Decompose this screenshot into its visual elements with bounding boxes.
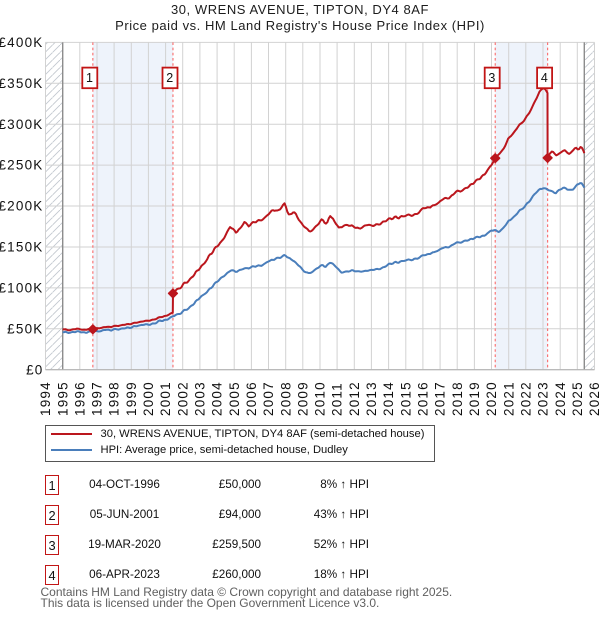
svg-text:£50K: £50K xyxy=(7,321,43,336)
svg-text:2004: 2004 xyxy=(210,381,225,416)
svg-text:2000: 2000 xyxy=(141,381,156,416)
svg-text:1998: 1998 xyxy=(107,381,122,416)
svg-text:2006: 2006 xyxy=(244,381,259,416)
svg-text:£350K: £350K xyxy=(0,76,44,91)
svg-text:2015: 2015 xyxy=(398,381,413,416)
svg-text:3: 3 xyxy=(488,71,495,85)
svg-text:2026: 2026 xyxy=(587,381,600,416)
svg-text:2009: 2009 xyxy=(295,381,310,416)
svg-text:2010: 2010 xyxy=(313,381,328,416)
svg-text:2019: 2019 xyxy=(467,381,482,416)
svg-text:2016: 2016 xyxy=(416,381,431,416)
svg-text:2: 2 xyxy=(166,71,173,85)
svg-text:2011: 2011 xyxy=(330,382,345,416)
svg-text:1997: 1997 xyxy=(90,381,105,416)
svg-text:1996: 1996 xyxy=(72,381,87,416)
svg-text:2022: 2022 xyxy=(518,381,533,416)
svg-text:2013: 2013 xyxy=(364,381,379,416)
svg-text:2002: 2002 xyxy=(175,381,190,416)
svg-text:1994: 1994 xyxy=(38,381,53,416)
svg-text:2001: 2001 xyxy=(158,381,173,416)
svg-text:2005: 2005 xyxy=(227,381,242,416)
svg-text:£200K: £200K xyxy=(0,199,44,214)
svg-text:2017: 2017 xyxy=(433,381,448,416)
svg-text:4: 4 xyxy=(541,71,548,85)
svg-text:2023: 2023 xyxy=(536,381,551,416)
svg-text:2021: 2021 xyxy=(501,381,516,416)
svg-text:2024: 2024 xyxy=(553,381,568,416)
svg-text:£100K: £100K xyxy=(0,281,44,296)
svg-text:2003: 2003 xyxy=(193,381,208,416)
svg-text:1999: 1999 xyxy=(124,381,139,416)
svg-text:2025: 2025 xyxy=(570,381,585,416)
svg-text:2007: 2007 xyxy=(261,381,276,416)
svg-text:£0: £0 xyxy=(26,362,43,377)
svg-text:1995: 1995 xyxy=(55,381,70,416)
svg-text:2014: 2014 xyxy=(381,381,396,416)
svg-text:£250K: £250K xyxy=(0,158,44,173)
svg-text:£300K: £300K xyxy=(0,117,44,132)
svg-text:£400K: £400K xyxy=(0,35,44,50)
svg-text:£150K: £150K xyxy=(0,240,44,255)
svg-text:2012: 2012 xyxy=(347,381,362,416)
svg-text:2008: 2008 xyxy=(278,381,293,416)
svg-text:2020: 2020 xyxy=(484,381,499,416)
svg-text:1: 1 xyxy=(86,71,93,85)
svg-text:2018: 2018 xyxy=(450,381,465,416)
